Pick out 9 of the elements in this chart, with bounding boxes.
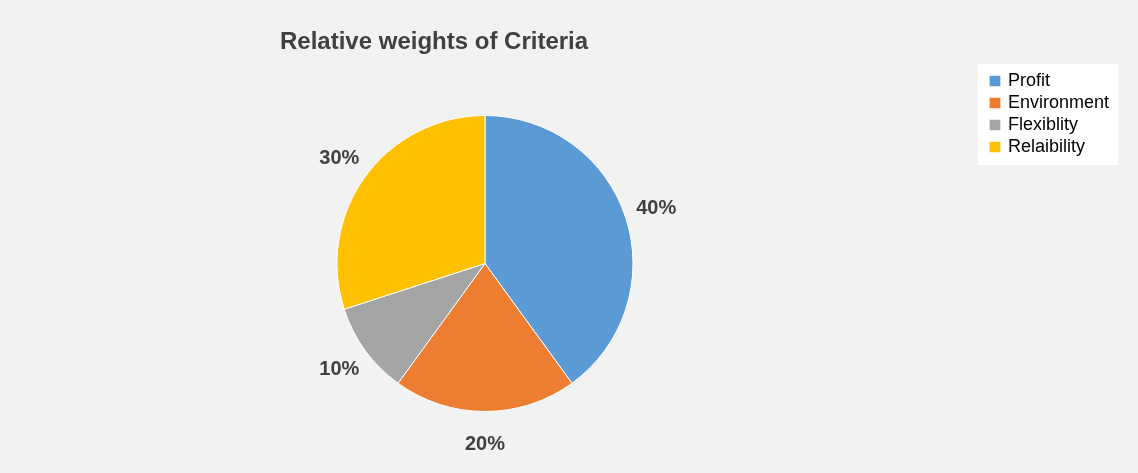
data-label: 10% [319,357,360,380]
data-label: 20% [464,431,506,454]
chart-title: Relative weights of Criteria [280,27,589,54]
data-label: 40% [636,195,677,218]
data-label: 30% [319,145,360,168]
legend-label: Flexiblity [1008,114,1079,134]
legend-label: Profit [1008,70,1051,90]
legend-label: Relaibility [1008,136,1086,156]
legend-label: Environment [1008,92,1110,112]
